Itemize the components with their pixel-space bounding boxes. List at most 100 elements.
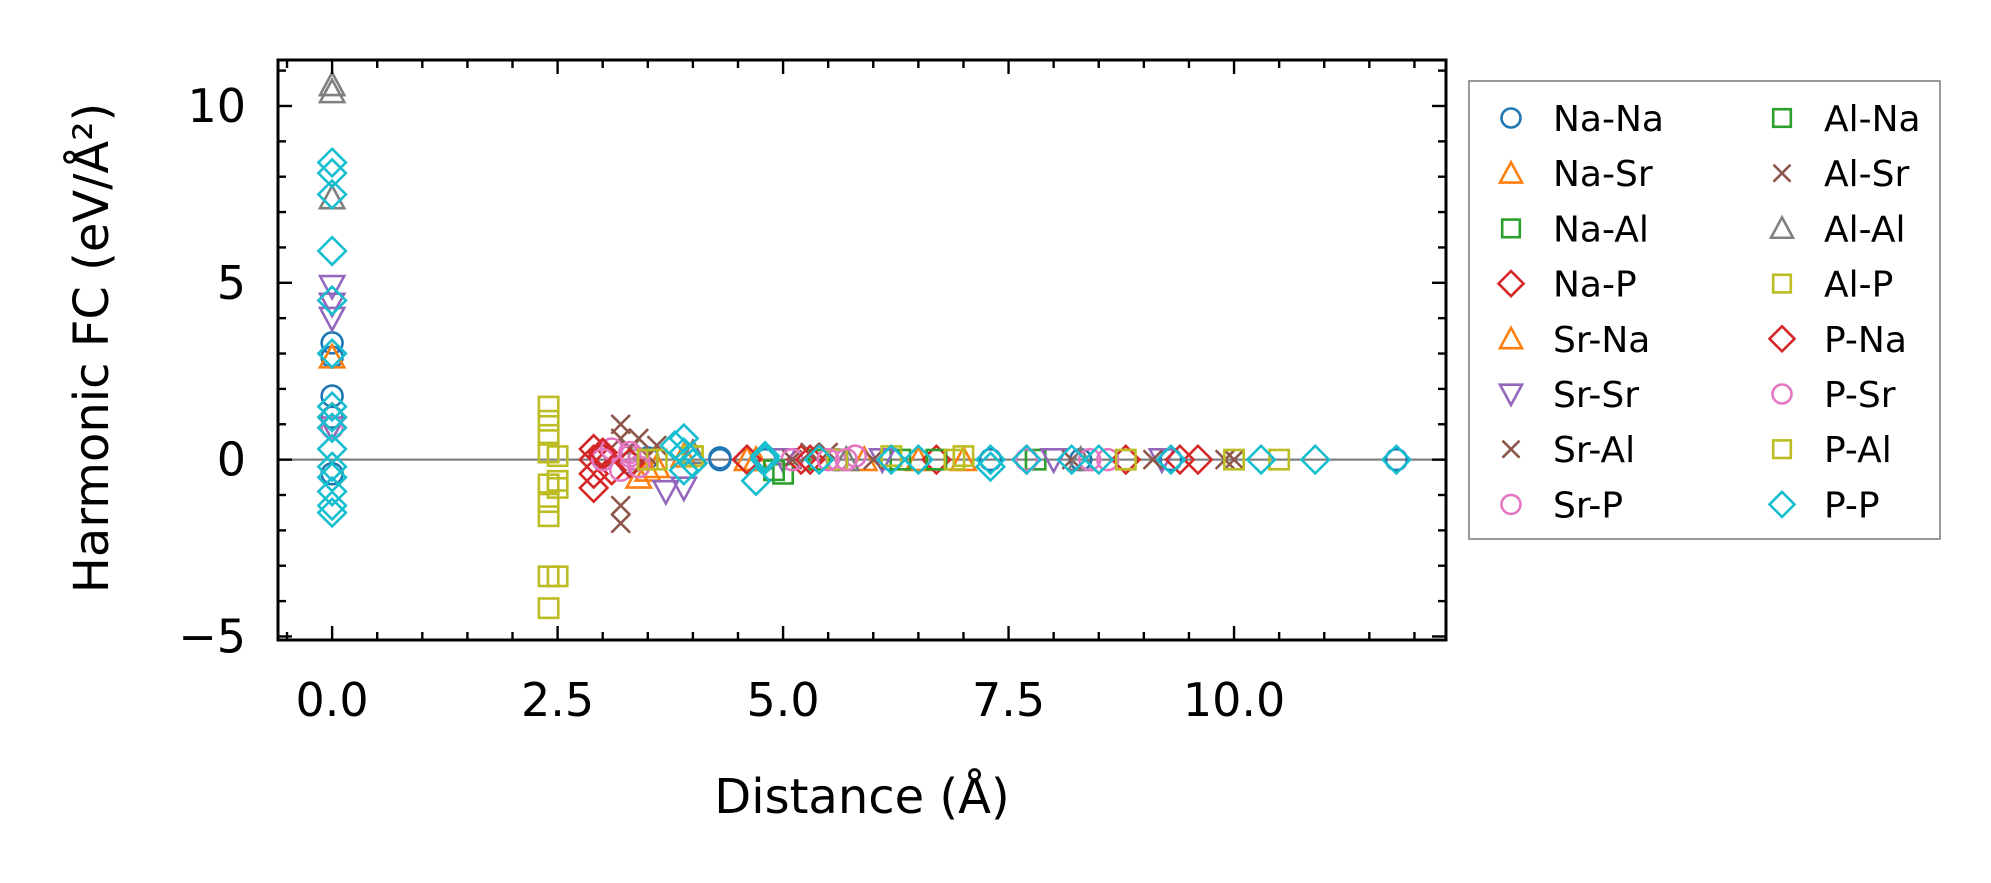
legend: Na-Na Na-Sr Na-Al Na-P Sr-Na Sr-Sr Sr-Al Sr-P Al… <box>1468 80 1941 540</box>
legend-marker-P-Al <box>1771 439 1793 460</box>
point-Al-P <box>546 565 569 588</box>
point-Al-Sr <box>628 428 650 449</box>
point-P-P <box>316 401 348 433</box>
point-Na-Na <box>978 447 1003 472</box>
point-Al-P <box>537 395 560 418</box>
point-P-P <box>316 412 348 444</box>
legend-entry: P-Na <box>1767 320 1907 361</box>
legend-label: Al-Na <box>1824 99 1921 140</box>
point-Sr-P <box>320 416 344 440</box>
legend-label: P-Na <box>1824 320 1907 361</box>
point-Al-Al <box>317 69 347 97</box>
point-P-P <box>316 284 348 317</box>
tick-labels: 0.0 2.5 5.0 7.5 10.0 −5 0 5 10 <box>178 79 1285 727</box>
point-P-P <box>316 497 348 529</box>
legend-marker-P-P <box>1767 490 1797 519</box>
legend-entry: P-Sr <box>1771 375 1896 416</box>
point-Na-P <box>578 472 610 504</box>
x-axis-label: Distance (Å) <box>714 768 1009 825</box>
point-P-P <box>316 337 348 370</box>
x-tick-label: 2.5 <box>521 673 594 727</box>
axis-ticks <box>278 60 1446 640</box>
legend-marker-Al-Al <box>1768 214 1796 240</box>
point-P-P <box>659 429 691 462</box>
legend-entry: Na-Na <box>1500 99 1664 140</box>
point-Al-P <box>537 505 560 528</box>
legend-label: Sr-Na <box>1553 320 1650 361</box>
legend-entry: Sr-Al <box>1501 430 1635 471</box>
point-Sr-Sr <box>317 306 347 334</box>
point-P-Al <box>1223 448 1246 471</box>
point-Na-Al <box>808 448 831 471</box>
point-P-P <box>316 157 348 189</box>
point-P-P <box>1245 444 1277 476</box>
point-P-P <box>1056 444 1088 476</box>
point-P-P <box>740 465 772 497</box>
legend-entry: P-P <box>1767 485 1880 526</box>
legend-entry: Na-Sr <box>1497 154 1653 195</box>
legend-marker-Sr-P <box>1500 493 1522 516</box>
x-tick-label: 5.0 <box>747 673 820 727</box>
legend-marker-Na-P <box>1496 269 1526 298</box>
y-tick-label: 5 <box>217 256 246 310</box>
point-Na-Al <box>1024 448 1047 471</box>
point-Al-Na <box>925 448 948 471</box>
legend-marker-Al-Sr <box>1772 163 1792 183</box>
point-Na-Na <box>1384 447 1409 472</box>
legend-label: Sr-Sr <box>1553 375 1639 416</box>
legend-label: Al-Al <box>1824 209 1905 250</box>
point-Sr-Sr <box>651 479 681 507</box>
point-P-P <box>902 444 934 476</box>
legend-label: P-Al <box>1824 430 1892 471</box>
point-Al-Al <box>678 437 708 465</box>
point-P-Sr <box>834 447 858 472</box>
point-Sr-Al <box>781 449 803 470</box>
legend-label: Al-P <box>1824 265 1893 306</box>
point-Al-P <box>826 448 849 471</box>
legend-entry: Al-P <box>1771 265 1893 306</box>
legend-marker-P-Na <box>1767 324 1797 354</box>
point-P-Sr <box>816 447 840 472</box>
x-tick-label: 7.5 <box>972 673 1045 727</box>
point-P-Al <box>546 476 569 499</box>
point-Sr-P <box>1096 447 1120 472</box>
series-P-P <box>316 146 1412 529</box>
point-P-Al <box>636 448 659 471</box>
legend-entry: Al-Na <box>1771 99 1921 140</box>
legend-marker-Al-Na <box>1771 107 1793 129</box>
point-Sr-Al <box>1223 449 1245 470</box>
series-P-Al <box>546 445 1246 499</box>
point-Al-P <box>537 597 560 620</box>
point-P-P <box>1011 444 1043 476</box>
point-Sr-Sr <box>317 274 347 302</box>
legend-label: Sr-P <box>1553 485 1623 526</box>
x-tick-label: 0.0 <box>296 673 369 727</box>
point-P-P <box>316 235 348 267</box>
legend-label: Na-Na <box>1553 99 1664 140</box>
series-Al-Al <box>317 69 1095 472</box>
point-P-P <box>875 444 907 476</box>
point-Al-P <box>1268 448 1291 471</box>
point-Sr-Al <box>863 449 884 470</box>
point-P-P <box>316 475 348 508</box>
legend-label: P-Sr <box>1824 375 1896 416</box>
point-P-Sr <box>1077 447 1102 472</box>
point-P-P <box>316 146 348 179</box>
legend-marker-Na-Na <box>1500 107 1522 129</box>
legend-marker-Na-Sr <box>1497 159 1525 184</box>
point-P-P <box>803 444 835 476</box>
point-P-Na <box>587 436 619 469</box>
point-P-P <box>316 451 348 483</box>
point-P-Al <box>943 448 966 471</box>
y-tick-label: 10 <box>187 79 246 133</box>
point-Sr-Al <box>610 513 632 534</box>
y-tick-label: −5 <box>178 609 246 663</box>
point-P-P <box>749 444 781 476</box>
point-P-P <box>316 390 348 423</box>
point-P-P <box>316 178 348 210</box>
legend-label: P-P <box>1824 485 1880 526</box>
point-Sr-Al <box>610 495 632 516</box>
legend-entry: Sr-P <box>1500 485 1623 526</box>
legend-marker-Na-Al <box>1500 218 1522 239</box>
